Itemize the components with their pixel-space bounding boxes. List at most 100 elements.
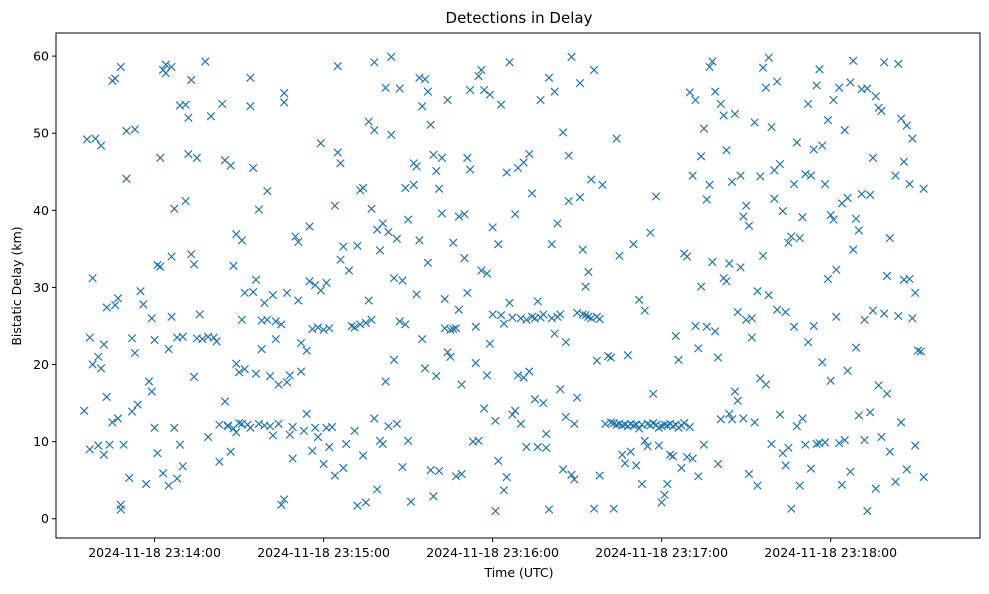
data-point <box>401 183 410 193</box>
plot-area-frame <box>55 32 981 539</box>
data-point <box>891 171 900 180</box>
data-point <box>541 429 551 439</box>
data-point <box>113 293 123 303</box>
data-point <box>572 308 582 318</box>
data-point <box>308 324 317 334</box>
data-point <box>674 355 683 365</box>
data-point <box>325 442 334 452</box>
data-point <box>516 314 526 323</box>
data-point <box>406 497 416 506</box>
data-point <box>316 139 326 148</box>
data-point <box>539 310 548 319</box>
data-point <box>440 294 449 304</box>
data-point <box>578 310 588 319</box>
data-point <box>851 214 861 224</box>
data-point <box>770 194 779 203</box>
data-point <box>679 418 689 428</box>
data-point <box>372 485 382 494</box>
data-point <box>96 141 106 150</box>
data-point <box>254 205 264 214</box>
data-point <box>246 423 255 432</box>
data-point <box>792 421 802 431</box>
data-point <box>274 380 283 389</box>
data-point <box>265 371 275 381</box>
data-point <box>474 436 483 446</box>
data-point <box>491 416 500 426</box>
data-point <box>387 52 396 62</box>
data-point <box>699 440 709 449</box>
data-point <box>254 419 264 429</box>
data-point <box>423 87 433 96</box>
data-point <box>820 438 830 447</box>
data-point <box>339 242 348 251</box>
data-point <box>209 333 218 342</box>
data-point <box>609 504 619 513</box>
data-point <box>479 85 489 95</box>
data-point <box>668 452 678 461</box>
data-point <box>756 172 765 181</box>
data-point <box>798 213 807 222</box>
data-point <box>350 323 359 332</box>
data-point <box>336 159 345 168</box>
y-tick-label: 50 <box>33 126 49 141</box>
data-point <box>840 125 850 135</box>
data-point <box>741 315 751 325</box>
data-point <box>257 344 266 354</box>
data-point <box>226 161 235 170</box>
data-point <box>719 111 728 120</box>
data-point <box>212 337 221 346</box>
data-point <box>525 367 534 376</box>
data-point <box>186 250 196 259</box>
data-point <box>823 274 833 284</box>
data-point <box>629 421 638 430</box>
data-point <box>801 169 810 179</box>
data-point <box>308 446 317 456</box>
data-point <box>710 87 720 96</box>
data-point <box>767 439 776 449</box>
data-point <box>167 62 176 72</box>
data-point <box>398 462 407 472</box>
data-point <box>787 232 796 241</box>
data-point <box>747 333 757 342</box>
data-point <box>643 442 652 451</box>
data-point <box>156 153 165 163</box>
data-point <box>330 201 340 210</box>
data-point <box>122 174 131 183</box>
data-point <box>277 500 286 510</box>
data-point <box>305 222 314 231</box>
data-point <box>203 432 213 442</box>
data-point <box>451 472 461 481</box>
data-point <box>302 409 311 419</box>
data-point <box>809 321 819 331</box>
data-point <box>127 334 137 343</box>
data-point <box>533 297 542 306</box>
data-point <box>556 310 565 319</box>
data-point <box>865 190 875 200</box>
data-point <box>496 310 506 320</box>
y-tick-label: 30 <box>33 280 49 295</box>
data-point <box>353 241 362 251</box>
data-point <box>189 372 199 382</box>
data-point <box>753 287 762 296</box>
data-point <box>570 475 579 484</box>
data-point <box>829 215 838 224</box>
data-point <box>905 179 914 189</box>
data-point <box>316 286 326 295</box>
data-point <box>153 448 162 458</box>
data-point <box>758 251 768 261</box>
data-point <box>232 428 241 437</box>
y-tick-label: 10 <box>33 434 49 449</box>
data-point <box>885 233 895 243</box>
data-point <box>223 421 233 431</box>
data-point <box>296 367 306 376</box>
data-point <box>527 189 537 198</box>
data-point <box>494 456 503 466</box>
data-point <box>744 469 754 479</box>
data-point <box>313 432 323 442</box>
data-point <box>905 274 914 284</box>
data-point <box>637 479 647 489</box>
data-point <box>823 115 833 125</box>
data-point <box>356 320 365 329</box>
data-point <box>432 166 441 176</box>
data-point <box>916 347 926 356</box>
